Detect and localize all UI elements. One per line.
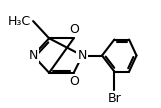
Text: N: N [28,49,38,62]
Text: Br: Br [107,92,121,106]
Text: N: N [78,49,87,62]
Text: H₃C: H₃C [8,15,31,28]
Text: O: O [69,75,79,88]
Text: O: O [69,23,79,36]
